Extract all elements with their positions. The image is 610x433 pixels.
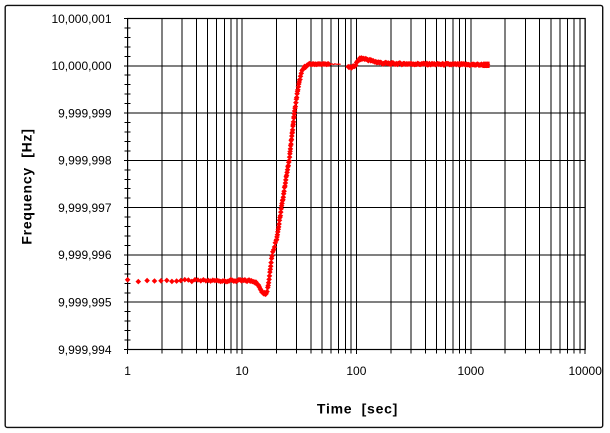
svg-text:1: 1: [124, 364, 131, 378]
svg-text:10,000,000: 10,000,000: [51, 59, 111, 73]
svg-text:10000: 10000: [569, 364, 603, 378]
svg-text:9,999,994: 9,999,994: [58, 343, 112, 357]
svg-text:9,999,997: 9,999,997: [58, 201, 112, 215]
svg-text:9,999,995: 9,999,995: [58, 296, 112, 310]
svg-text:Time [sec]: Time [sec]: [317, 401, 398, 417]
svg-text:Frequency [Hz]: Frequency [Hz]: [19, 128, 35, 244]
svg-text:10,000,001: 10,000,001: [51, 12, 111, 26]
svg-text:9,999,998: 9,999,998: [58, 154, 112, 168]
svg-text:10: 10: [235, 364, 249, 378]
svg-text:100: 100: [346, 364, 366, 378]
svg-text:9,999,999: 9,999,999: [58, 106, 112, 120]
svg-text:9,999,996: 9,999,996: [58, 248, 112, 262]
svg-text:1000: 1000: [457, 364, 484, 378]
